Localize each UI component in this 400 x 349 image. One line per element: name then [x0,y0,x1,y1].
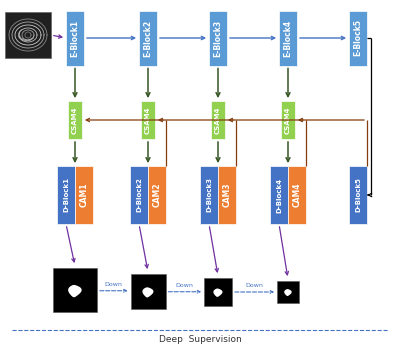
Bar [130,274,166,309]
Bar [66,10,84,66]
Polygon shape [69,285,81,297]
Bar [277,281,299,303]
Bar [75,166,93,224]
Text: CAM4: CAM4 [292,183,302,207]
Text: CSAM4: CSAM4 [72,106,78,134]
Text: CAM3: CAM3 [222,183,232,207]
Bar [349,10,367,66]
Bar [270,166,288,224]
Text: Deep  Supervision: Deep Supervision [159,335,241,344]
Bar [288,166,306,224]
Polygon shape [143,288,153,297]
Text: CSAM4: CSAM4 [215,106,221,134]
Text: E-Block5: E-Block5 [354,20,362,57]
Text: E-Block1: E-Block1 [70,20,80,57]
Text: E-Block3: E-Block3 [214,20,222,57]
Text: D-Block5: D-Block5 [355,178,361,213]
Bar [209,10,227,66]
Polygon shape [285,290,291,295]
Bar [211,101,225,139]
Bar [218,166,236,224]
Bar [53,268,97,312]
Bar [281,101,295,139]
Bar [148,166,166,224]
Bar [200,166,218,224]
Text: D-Block2: D-Block2 [136,178,142,213]
Text: CAM1: CAM1 [80,183,88,207]
Text: Down: Down [246,283,264,288]
Polygon shape [214,289,222,296]
Bar [68,101,82,139]
Bar [279,10,297,66]
Bar [204,278,232,306]
Text: E-Block2: E-Block2 [144,20,152,57]
Bar [349,166,367,224]
Text: D-Block4: D-Block4 [276,177,282,213]
Bar [141,101,155,139]
Text: CSAM4: CSAM4 [145,106,151,134]
Bar [57,166,75,224]
Bar [139,10,157,66]
Text: D-Block1: D-Block1 [63,178,69,213]
Text: Down: Down [105,282,123,287]
Text: Down: Down [176,283,194,288]
Text: D-Block3: D-Block3 [206,178,212,213]
Text: E-Block4: E-Block4 [284,20,292,57]
Text: CAM2: CAM2 [152,183,162,207]
Bar [5,12,51,58]
Text: CSAM4: CSAM4 [285,106,291,134]
Bar [130,166,148,224]
